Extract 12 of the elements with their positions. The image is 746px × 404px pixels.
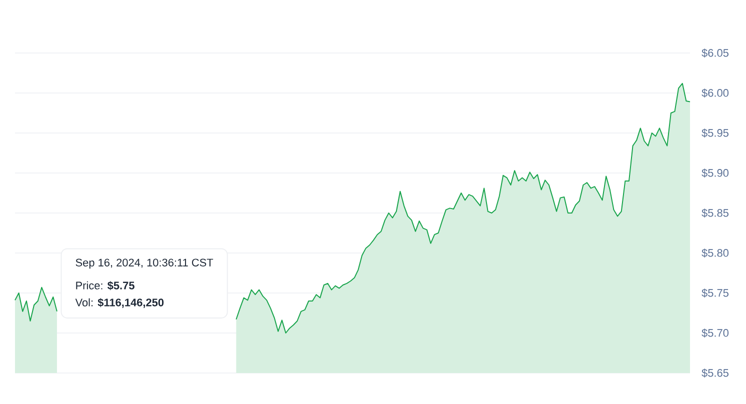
y-tick-label: $5.85	[702, 208, 728, 218]
y-tick-label: $5.90	[702, 168, 729, 178]
y-tick-label: $6.05	[702, 48, 728, 58]
y-tick-label: $5.95	[702, 128, 728, 138]
annotation: Vol: $116,146,250	[75, 298, 164, 308]
annotation: Sep 16, 2024, 10:36:11 CST	[76, 258, 214, 269]
y-tick-label: $5.75	[702, 288, 728, 298]
y-tick-label: $5.80	[702, 248, 729, 258]
y-tick-label: $6.00	[702, 88, 729, 98]
y-tick-label: $5.65	[702, 368, 728, 378]
annotation: Price: $5.75	[76, 281, 134, 290]
y-tick-label: $5.70	[702, 328, 729, 338]
